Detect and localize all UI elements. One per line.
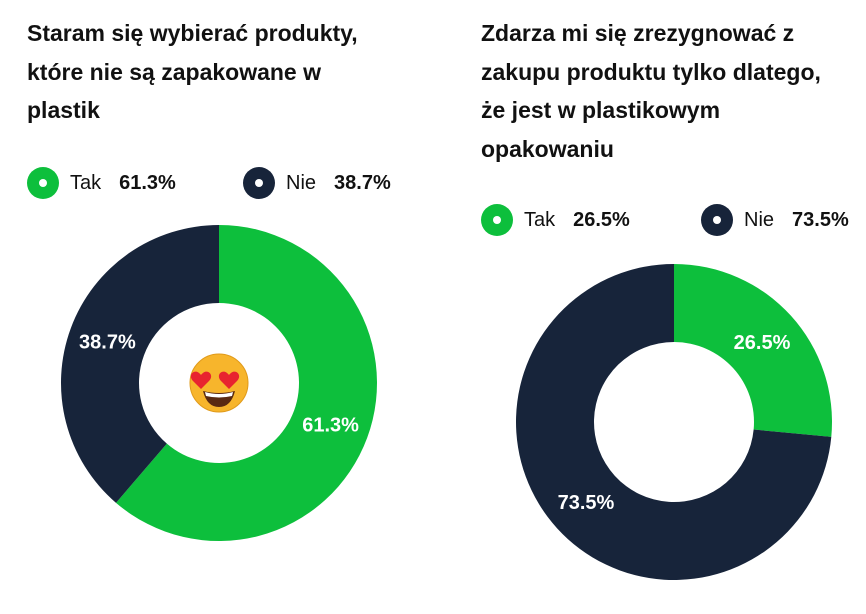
- chart-left-panel: Staram się wybierać produkty, które nie …: [27, 0, 447, 614]
- legend-marker-icon: [27, 167, 59, 199]
- legend-label: Tak: [70, 171, 102, 194]
- legend-item-nie: Nie 73.5%: [701, 204, 849, 236]
- donut-slice-tak: [116, 225, 378, 541]
- legend-marker-icon: [481, 204, 513, 236]
- title-line: Zdarza mi się zrezygnować z: [481, 20, 795, 46]
- chart-right-legend: Tak 26.5% Nie 73.5%: [481, 203, 866, 237]
- title-line: plastik: [27, 97, 100, 123]
- legend-label: Nie: [744, 208, 775, 231]
- legend-value: 38.7%: [334, 171, 391, 194]
- legend-label: Nie: [286, 171, 317, 194]
- chart-left-title: Staram się wybierać produkty, które nie …: [27, 14, 427, 130]
- slice-data-label: 61.3%: [302, 414, 359, 436]
- donut-slice-nie: [60, 225, 220, 503]
- legend-marker-icon: [243, 167, 275, 199]
- heart-eyes-emoji-icon: [189, 353, 249, 413]
- donut-slice-tak: [674, 264, 832, 437]
- title-line: opakowaniu: [481, 135, 614, 162]
- chart-right-panel: Zdarza mi się zrezygnować z zakupu produ…: [481, 0, 866, 614]
- legend-marker-icon: [701, 204, 733, 236]
- legend-item-tak: Tak 26.5%: [481, 204, 630, 236]
- chart-left-legend: Tak 61.3% Nie 38.7%: [27, 166, 427, 200]
- slice-data-label: 26.5%: [734, 332, 791, 354]
- legend-value: 61.3%: [119, 171, 176, 194]
- title-line: które nie są zapakowane w: [27, 58, 322, 85]
- title-line: Staram się wybierać produkty,: [27, 20, 358, 46]
- donut-slice-nie: [516, 264, 832, 580]
- legend-item-nie: Nie 38.7%: [243, 167, 391, 199]
- title-line: zakupu produktu tylko dlatego,: [481, 58, 821, 85]
- title-line: że jest w plastikowym: [481, 97, 721, 123]
- chart-right-title: Zdarza mi się zrezygnować z zakupu produ…: [481, 14, 866, 168]
- slice-data-label: 73.5%: [558, 492, 615, 514]
- legend-value: 26.5%: [573, 208, 630, 231]
- slice-data-label: 38.7%: [79, 332, 136, 354]
- legend-label: Tak: [524, 208, 556, 231]
- legend-item-tak: Tak 61.3%: [27, 167, 176, 199]
- legend-value: 73.5%: [792, 208, 849, 231]
